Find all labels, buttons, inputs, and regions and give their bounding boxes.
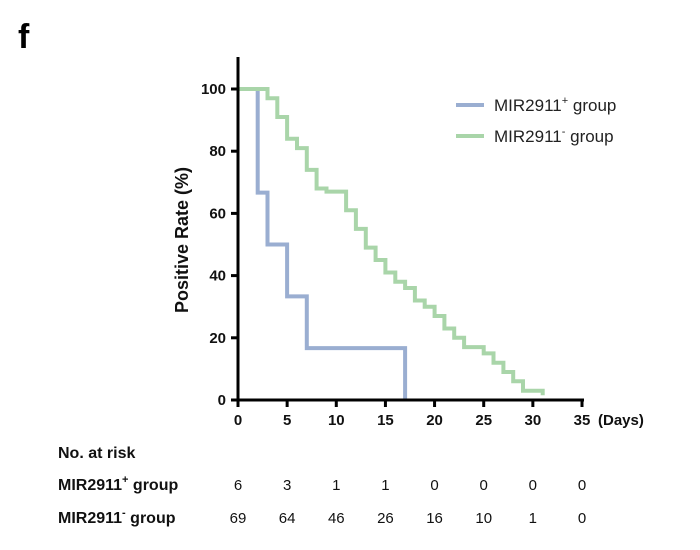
risk-cell: 0 [578, 477, 586, 494]
risk-cell: 26 [377, 510, 394, 527]
risk-cell: 0 [480, 477, 488, 494]
risk-cell: 69 [230, 510, 247, 527]
plot-area: 0 20 40 60 80 100 0 5 10 15 20 25 30 35 [201, 57, 590, 429]
risk-cell: 0 [529, 477, 537, 494]
risk-cell: 1 [529, 510, 537, 527]
risk-row-label-1: MIR2911+ group [58, 474, 178, 494]
y-tick-label: 40 [209, 268, 226, 285]
x-axis-unit-label: (Days) [598, 412, 644, 429]
y-tick-label: 0 [218, 392, 226, 409]
x-tick-label: 35 [574, 412, 591, 429]
series-line-1 [238, 87, 408, 400]
y-tick-label: 20 [209, 330, 226, 347]
x-tick-label: 5 [283, 412, 291, 429]
x-tick-label: 30 [525, 412, 542, 429]
series-line-2 [238, 87, 545, 396]
risk-cell: 16 [426, 510, 443, 527]
legend: MIR2911+ group MIR2911- group [456, 95, 616, 146]
risk-cell: 3 [283, 477, 291, 494]
risk-cell: 46 [328, 510, 345, 527]
y-tick-label: 80 [209, 143, 226, 160]
risk-table-title: No. at risk [58, 445, 135, 462]
x-tick-label: 0 [234, 412, 242, 429]
x-tick-label: 15 [377, 412, 394, 429]
x-tick-label: 20 [426, 412, 443, 429]
x-tick-label: 25 [475, 412, 492, 429]
risk-cell: 1 [381, 477, 389, 494]
y-axis-title: Positive Rate (%) [172, 167, 192, 313]
risk-cell: 6 [234, 477, 242, 494]
y-tick-label: 60 [209, 205, 226, 222]
risk-cell: 1 [332, 477, 340, 494]
risk-cell: 64 [279, 510, 296, 527]
risk-cell: 10 [475, 510, 492, 527]
y-tick-label: 100 [201, 81, 226, 98]
legend-entry-2: MIR2911- group [494, 126, 614, 146]
x-tick-label: 10 [328, 412, 345, 429]
panel-label: f [18, 18, 30, 56]
risk-cell: 0 [430, 477, 438, 494]
legend-entry-1: MIR2911+ group [494, 95, 616, 115]
risk-row-label-2: MIR2911- group [58, 507, 176, 527]
risk-cell: 0 [578, 510, 586, 527]
